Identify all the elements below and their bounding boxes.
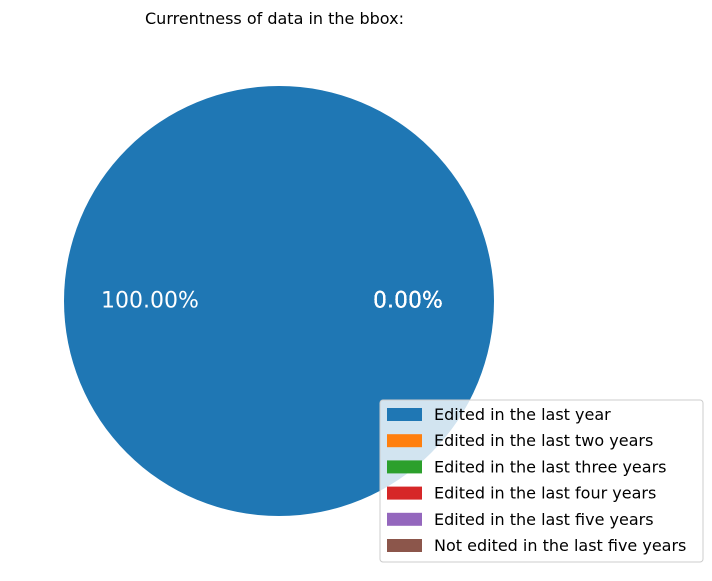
pie-slice-label-4: 0.00%: [373, 289, 443, 314]
legend: Edited in the last year Edited in the las…: [379, 399, 704, 563]
legend-swatch-4: [387, 486, 422, 500]
legend-label-3: Edited in the last three years: [434, 457, 666, 476]
legend-swatch-6: [387, 539, 422, 552]
pie-slice-label-6: 0.00%: [373, 289, 443, 314]
legend-frame: [379, 399, 704, 563]
pie-slice-label-3: 0.00%: [373, 289, 443, 314]
chart-title: Currentness of data in the bbox:: [145, 9, 404, 28]
legend-label-4: Edited in the last four years: [434, 484, 656, 503]
legend-swatch-3: [387, 460, 422, 474]
legend-label-5: Edited in the last five years: [434, 510, 654, 529]
legend-label-1: Edited in the last year: [434, 405, 611, 424]
legend-label-2: Edited in the last two years: [434, 431, 653, 450]
pie-slice-label-1: 100.00%: [101, 289, 199, 314]
pie-slice-label-5: 0.00%: [373, 289, 443, 314]
pie-slice-label-2: 0.00%: [373, 289, 443, 314]
legend-swatch-2: [387, 434, 422, 448]
legend-swatch-1: [387, 408, 422, 421]
pie-labels: 100.00% 0.00%0.00%0.00%0.00%0.00%: [101, 289, 443, 314]
legend-label-6: Not edited in the last five years: [434, 536, 686, 555]
legend-swatch-5: [387, 512, 422, 526]
